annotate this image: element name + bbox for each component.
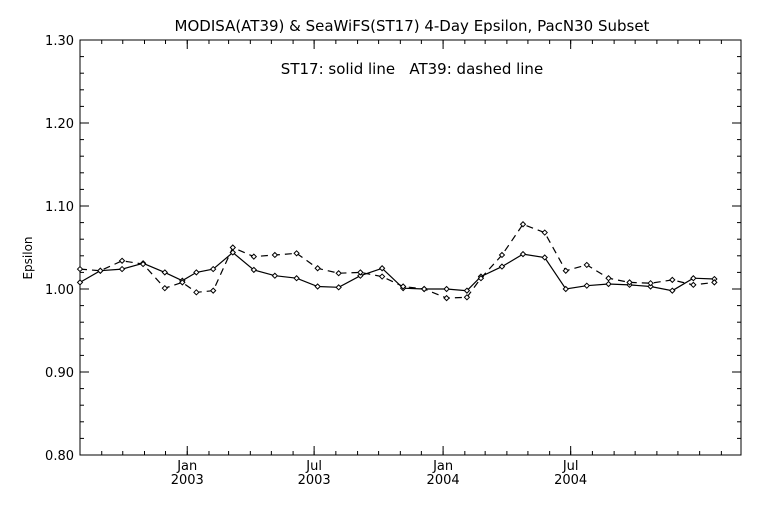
series-at39-point	[477, 275, 485, 282]
series-at39-point	[647, 279, 654, 287]
data-series	[76, 221, 718, 302]
series-at39-point	[463, 294, 471, 301]
series-at39-point	[711, 279, 718, 286]
series-at39-point	[193, 289, 200, 296]
series-at39-point	[179, 279, 186, 286]
x-tick-year: 2003	[298, 473, 331, 488]
series-st17-point	[378, 265, 386, 272]
series-at39-point	[335, 270, 342, 277]
series-st17-point	[583, 282, 590, 289]
series-st17-point	[541, 254, 548, 261]
axis-ticks: 0.800.901.001.101.201.30Jan2003Jul2003Ja…	[45, 34, 742, 488]
series-at39-point	[161, 284, 169, 292]
series-at39-point	[378, 273, 386, 280]
chart-title: MODISA(AT39) & SeaWiFS(ST17) 4-Day Epsil…	[175, 17, 650, 35]
series-at39-point	[420, 285, 428, 293]
series-at39-point	[443, 294, 450, 302]
series-at39-point	[605, 275, 612, 282]
series-at39-point	[669, 276, 676, 284]
x-tick-month: Jul	[305, 459, 322, 474]
series-at39-point	[139, 260, 147, 268]
y-tick-label: 1.20	[45, 117, 74, 132]
series-at39-point	[583, 261, 590, 269]
y-tick-label: 1.10	[45, 200, 74, 215]
series-st17-point	[314, 283, 321, 290]
series-at39-point	[293, 250, 300, 257]
series-st17-point	[562, 285, 569, 293]
series-at39-point	[314, 265, 321, 272]
series-at39-point	[541, 229, 548, 236]
y-axis-label: Epsilon	[21, 236, 35, 279]
series-st17-point	[193, 269, 200, 276]
series-at39-point	[399, 283, 407, 290]
series-st17-point	[605, 280, 612, 288]
series-st17-point	[669, 287, 676, 294]
series-at39-line	[79, 223, 715, 299]
series-st17-point	[443, 285, 450, 293]
series-at39-point	[250, 253, 258, 260]
series-at39-point	[97, 267, 104, 274]
series-st17-point	[209, 265, 217, 273]
y-tick-label: 0.90	[45, 366, 74, 381]
chart-annotation: ST17: solid line AT39: dashed line	[281, 60, 543, 78]
series-at39-point	[519, 221, 527, 228]
y-tick-label: 1.00	[45, 283, 74, 298]
series-st17-point	[690, 275, 697, 282]
series-st17-point	[76, 279, 84, 286]
series-at39-point	[271, 251, 279, 259]
series-at39-point	[626, 279, 633, 286]
x-tick-year: 2003	[171, 473, 204, 488]
series-st17-point	[647, 283, 654, 290]
series-st17-point	[519, 250, 527, 258]
series-at39-point	[690, 281, 697, 289]
series-st17-point	[161, 269, 169, 276]
series-st17-point	[498, 263, 506, 270]
series-st17-point	[357, 272, 364, 279]
y-tick-label: 0.80	[45, 449, 74, 464]
series-at39-point	[118, 257, 126, 264]
series-st17-point	[250, 266, 258, 274]
x-tick-month: Jul	[562, 459, 579, 474]
series-at39-point	[209, 287, 217, 294]
series-st17-point	[463, 287, 471, 294]
series-at39-point	[229, 244, 237, 251]
x-tick-month: Jan	[432, 459, 453, 474]
x-tick-month: Jan	[176, 459, 197, 474]
series-at39-point	[562, 267, 569, 274]
plot-border	[79, 39, 742, 456]
series-at39-point	[498, 251, 506, 259]
x-tick-year: 2004	[427, 473, 460, 488]
series-at39-point	[76, 265, 84, 273]
y-tick-label: 1.30	[45, 34, 74, 49]
series-st17-point	[293, 275, 300, 282]
x-tick-year: 2004	[554, 473, 587, 488]
series-st17-point	[335, 284, 342, 291]
series-st17-line	[79, 251, 715, 292]
plot-frame	[79, 39, 742, 456]
series-st17-point	[118, 265, 126, 273]
series-st17-point	[271, 272, 279, 279]
series-at39-point	[357, 269, 364, 276]
